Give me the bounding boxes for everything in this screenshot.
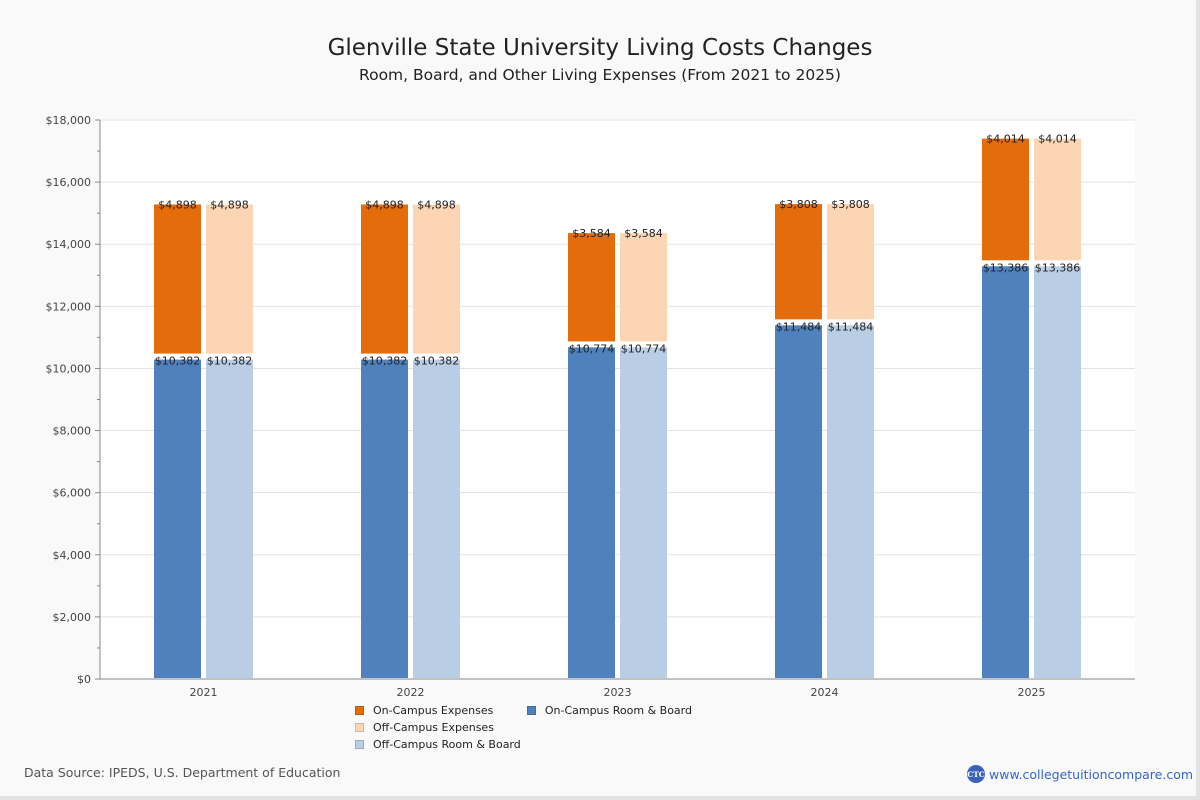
data-label: $11,484	[776, 320, 822, 333]
data-label: $10,382	[155, 355, 201, 368]
ctc-logo-icon: CTC	[967, 765, 985, 783]
data-label: $3,808	[831, 198, 870, 211]
legend-item-off-campus-expenses[interactable]: Off-Campus Expenses	[355, 719, 494, 736]
legend-item-on-campus-expenses[interactable]: On-Campus Expenses	[355, 702, 493, 719]
bar-on-campus-room-board-2023	[568, 347, 615, 678]
y-tick-label: $12,000	[46, 300, 92, 313]
y-tick-label: $10,000	[46, 362, 92, 375]
x-tick-label: 2022	[397, 686, 425, 699]
data-label: $10,382	[207, 355, 253, 368]
legend-swatch	[355, 723, 364, 732]
legend-swatch	[355, 706, 364, 715]
y-tick-label: $6,000	[53, 487, 92, 500]
data-label: $13,386	[983, 261, 1029, 274]
bar-off-campus-room-board-2023	[620, 347, 667, 678]
legend-label: On-Campus Room & Board	[544, 704, 692, 717]
bar-on-campus-expenses-2021	[154, 204, 201, 354]
y-tick-label: $14,000	[46, 238, 92, 251]
data-label: $4,014	[986, 133, 1025, 146]
data-label: $10,382	[414, 355, 460, 368]
bar-off-campus-expenses-2021	[206, 204, 253, 354]
bar-off-campus-expenses-2024	[827, 204, 874, 320]
y-tick-label: $4,000	[53, 549, 92, 562]
data-label: $13,386	[1035, 261, 1081, 274]
x-tick-label: 2025	[1018, 686, 1046, 699]
data-source: Data Source: IPEDS, U.S. Department of E…	[24, 765, 341, 780]
chart-title: Glenville State University Living Costs …	[327, 35, 873, 61]
bar-off-campus-expenses-2025	[1034, 138, 1081, 261]
legend-item-on-campus-room-board[interactable]: On-Campus Room & Board	[526, 702, 692, 719]
y-tick-label: $18,000	[46, 114, 92, 127]
legend-label: On-Campus Expenses	[373, 704, 494, 717]
data-label: $4,014	[1038, 133, 1077, 146]
bar-off-campus-expenses-2023	[620, 233, 667, 342]
y-tick-label: $0	[77, 673, 91, 686]
bar-off-campus-room-board-2021	[206, 359, 253, 678]
x-tick-label: 2024	[811, 686, 839, 699]
bar-on-campus-room-board-2024	[775, 325, 822, 678]
data-label: $4,898	[417, 198, 456, 211]
bar-on-campus-expenses-2025	[982, 138, 1029, 261]
data-label: $10,382	[362, 355, 408, 368]
bar-off-campus-expenses-2022	[413, 204, 460, 354]
data-label: $4,898	[210, 198, 249, 211]
data-label: $4,898	[158, 198, 197, 211]
legend-item-off-campus-room-board[interactable]: Off-Campus Room & Board	[355, 736, 521, 753]
bar-on-campus-expenses-2023	[568, 233, 615, 342]
y-tick-label: $2,000	[53, 611, 92, 624]
y-tick-label: $16,000	[46, 176, 92, 189]
data-label: $11,484	[828, 320, 874, 333]
data-label: $10,774	[621, 342, 667, 355]
bar-off-campus-room-board-2025	[1034, 266, 1081, 678]
legend-label: Off-Campus Expenses	[373, 721, 494, 734]
plot-area	[100, 120, 1135, 679]
data-label: $3,584	[572, 227, 611, 240]
bar-off-campus-room-board-2022	[413, 359, 460, 678]
bar-on-campus-room-board-2025	[982, 266, 1029, 678]
chart-subtitle: Room, Board, and Other Living Expenses (…	[359, 66, 841, 84]
bar-on-campus-expenses-2022	[361, 204, 408, 354]
x-tick-label: 2023	[604, 686, 632, 699]
data-label: $3,808	[779, 198, 818, 211]
bar-off-campus-room-board-2024	[827, 325, 874, 678]
data-label: $3,584	[624, 227, 663, 240]
legend-swatch	[526, 706, 536, 715]
legend-swatch	[355, 740, 364, 749]
bar-on-campus-room-board-2021	[154, 359, 201, 678]
legend: On-Campus Expenses On-Campus Room & Boar…	[355, 702, 875, 753]
legend-label: Off-Campus Room & Board	[373, 738, 521, 751]
brand-url: www.collegetuitioncompare.com	[989, 766, 1194, 782]
brand-link[interactable]: CTC www.collegetuitioncompare.com	[967, 765, 1193, 783]
x-tick-label: 2021	[190, 686, 218, 699]
data-label: $10,774	[569, 342, 615, 355]
y-tick-label: $8,000	[53, 425, 92, 438]
bar-on-campus-expenses-2024	[775, 204, 822, 320]
data-label: $4,898	[365, 198, 404, 211]
bar-on-campus-room-board-2022	[361, 359, 408, 678]
